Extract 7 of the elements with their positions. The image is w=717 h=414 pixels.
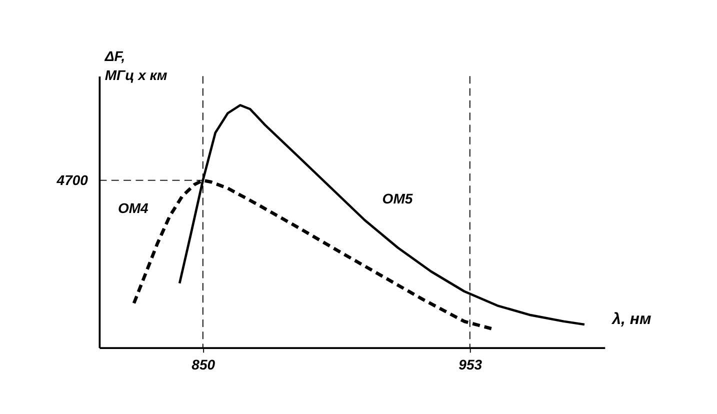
text: 4700 [56, 172, 88, 188]
y-axis-title: ΔF, МГц x км [104, 48, 168, 83]
x-tick-label: 953 [458, 356, 482, 373]
annotation: OM5 [382, 190, 413, 207]
annotation: OM4 [118, 200, 149, 216]
x-axis-title: λ, нм [611, 311, 652, 328]
x-tick-label: 850 [192, 356, 216, 373]
